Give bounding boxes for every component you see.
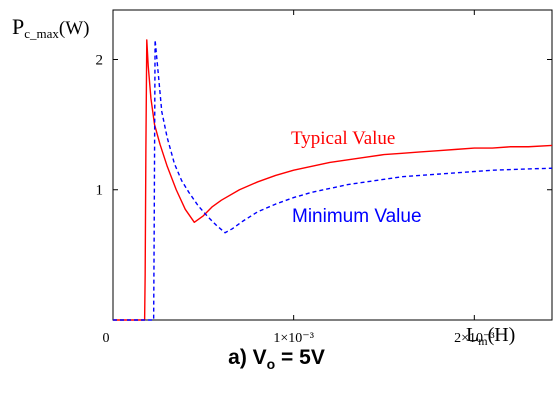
- caption-suffix: = 5V: [275, 346, 325, 369]
- caption-subscript: o: [266, 356, 276, 373]
- y-tick-label: 1: [96, 183, 104, 199]
- series-line-typical-value: [113, 39, 553, 321]
- x-tick-label: 2×10⁻³: [454, 331, 494, 346]
- annotation-minimum-value: Minimum Value: [292, 206, 422, 227]
- figure-caption: a) Vo = 5V: [0, 346, 553, 372]
- x-axis-title-unit: (H): [488, 324, 516, 346]
- annotation-typical-value: Typical Value: [291, 128, 395, 149]
- y-axis-title-main: P: [12, 14, 24, 39]
- caption-prefix: a) V: [228, 346, 267, 369]
- x-axis-title-sub: m: [478, 334, 488, 348]
- plot-frame: [112, 9, 553, 321]
- x-tick-label: 1×10⁻³: [273, 331, 313, 346]
- y-tick-label: 2: [96, 52, 104, 68]
- y-axis-title-unit: (W): [59, 18, 90, 39]
- series-line-minimum-value: [113, 39, 553, 321]
- x-axis-title-main: L: [466, 324, 478, 346]
- y-axis-title-sub: c_max: [24, 26, 59, 41]
- y-axis-title: Pc_max(W): [12, 14, 90, 41]
- x-tick-label: 0: [103, 331, 110, 346]
- x-axis-title: Lm(H): [466, 324, 515, 348]
